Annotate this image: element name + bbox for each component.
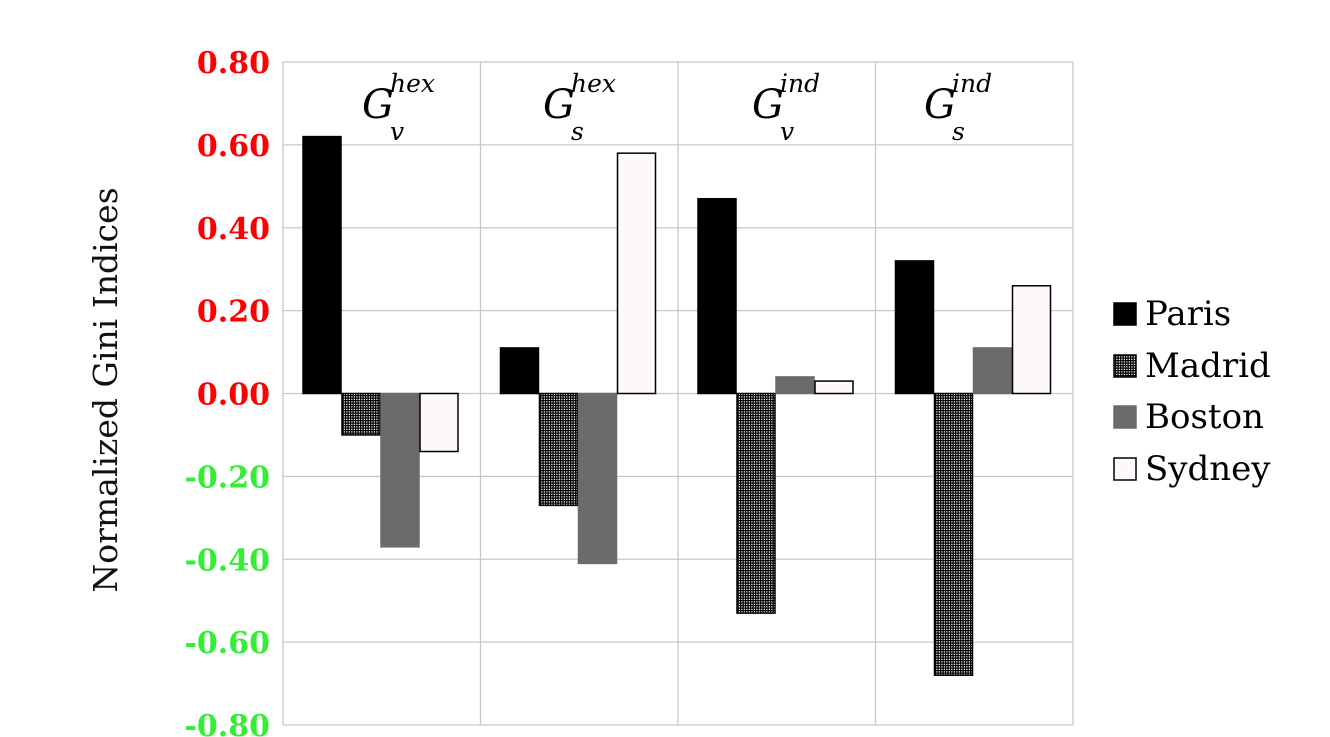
y-tick-label: 0.00 bbox=[197, 378, 270, 413]
legend-label: Paris bbox=[1145, 294, 1231, 334]
legend-swatch bbox=[1113, 457, 1137, 481]
y-tick-label: -0.80 bbox=[184, 709, 270, 737]
category-main: G bbox=[362, 82, 394, 128]
legend-item-sydney: Sydney bbox=[1113, 449, 1271, 489]
category-main: G bbox=[924, 82, 956, 128]
y-tick-label: -0.60 bbox=[184, 626, 270, 661]
legend-item-boston: Boston bbox=[1113, 397, 1264, 437]
category-superscript: hex bbox=[571, 69, 616, 98]
bar-boston-3 bbox=[972, 347, 1013, 395]
bar-madrid-3 bbox=[933, 392, 974, 677]
bar-boston-1 bbox=[577, 392, 618, 565]
y-axis-ticks: 0.80 0.60 0.40 0.20 0.00 -0.20 -0.40 -0.60 -0.80 bbox=[184, 46, 270, 737]
y-tick-label: 0.60 bbox=[197, 129, 270, 164]
bar-sydney-1 bbox=[616, 152, 657, 395]
legend-item-paris: Paris bbox=[1113, 294, 1231, 334]
bar-sydney-2 bbox=[814, 380, 854, 395]
category-subscript: v bbox=[390, 117, 404, 146]
category-main: G bbox=[543, 82, 575, 128]
bar-sydney-3 bbox=[1011, 285, 1052, 395]
category-superscript: ind bbox=[952, 69, 992, 98]
y-tick-label: -0.40 bbox=[184, 543, 270, 578]
category-subscript: s bbox=[571, 117, 584, 146]
category-superscript: ind bbox=[780, 69, 820, 98]
category-subscript: s bbox=[952, 117, 965, 146]
legend-label: Madrid bbox=[1145, 346, 1271, 386]
legend: Paris Madrid Boston Sydney bbox=[1113, 294, 1271, 489]
y-tick-label: 0.40 bbox=[197, 212, 270, 247]
bar-madrid-0 bbox=[341, 392, 381, 436]
legend-swatch bbox=[1113, 302, 1137, 326]
bar-boston-0 bbox=[380, 392, 420, 548]
legend-item-madrid: Madrid bbox=[1113, 346, 1271, 386]
bar-paris-2 bbox=[697, 197, 737, 395]
y-tick-label: -0.20 bbox=[184, 460, 270, 495]
bar-paris-0 bbox=[302, 135, 342, 395]
legend-label: Sydney bbox=[1145, 449, 1271, 489]
y-tick-label: 0.80 bbox=[197, 46, 270, 81]
bar-madrid-1 bbox=[538, 392, 579, 507]
y-tick-label: 0.20 bbox=[197, 295, 270, 330]
legend-swatch bbox=[1113, 354, 1137, 378]
category-superscript: hex bbox=[390, 69, 435, 98]
bar-boston-2 bbox=[775, 376, 815, 395]
legend-label: Boston bbox=[1145, 397, 1264, 437]
bar-madrid-2 bbox=[736, 392, 776, 614]
y-axis-label: Normalized Gini Indices bbox=[86, 187, 125, 592]
category-main: G bbox=[752, 82, 784, 128]
category-subscript: v bbox=[780, 117, 794, 146]
bar-paris-3 bbox=[894, 260, 935, 395]
legend-swatch bbox=[1113, 405, 1137, 429]
bars bbox=[302, 135, 1052, 677]
bar-sydney-0 bbox=[419, 392, 459, 453]
bar-paris-1 bbox=[499, 347, 540, 395]
